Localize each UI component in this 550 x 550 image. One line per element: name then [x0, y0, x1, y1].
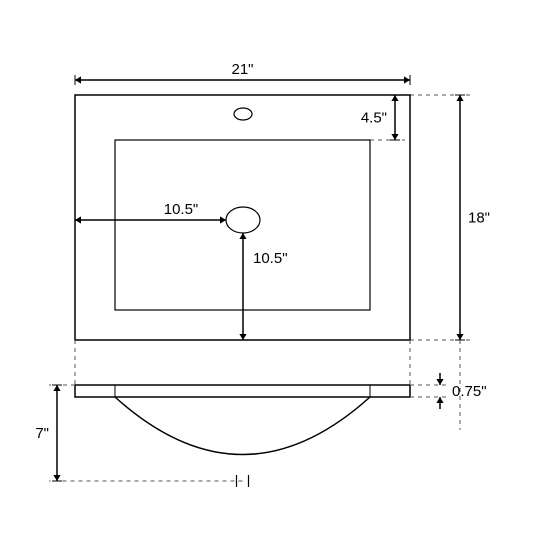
drain-ellipse	[226, 207, 260, 233]
dim-drain-105v: 10.5"	[253, 250, 288, 267]
dim-faucet-45: 4.5"	[361, 110, 387, 127]
dim-drain-105h: 10.5"	[164, 201, 199, 218]
side-slab	[75, 385, 410, 397]
dim-depth-7: 7"	[35, 425, 49, 442]
side-bowl-arc	[115, 397, 370, 455]
dim-height-18: 18"	[468, 210, 490, 227]
dim-width-21: 21"	[231, 61, 253, 78]
dim-slab-075: 0.75"	[452, 383, 487, 400]
faucet-hole	[234, 108, 252, 120]
